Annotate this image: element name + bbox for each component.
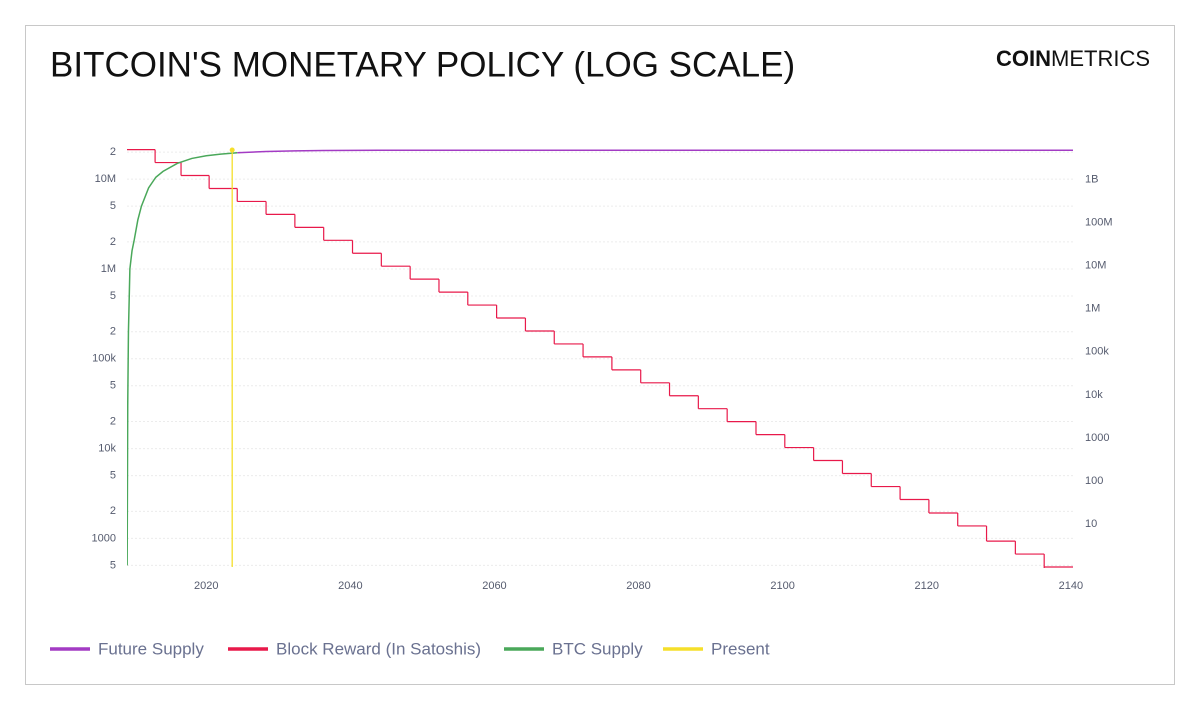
grid <box>127 151 1073 566</box>
y-tick-label: 5 <box>110 470 116 482</box>
y2-tick-label: 1000 <box>1085 432 1109 444</box>
y-tick-label: 100k <box>92 353 116 365</box>
y-tick-label: 1M <box>101 263 116 275</box>
y2-tick-label: 1B <box>1085 174 1098 186</box>
brand-bold: COIN <box>996 46 1051 71</box>
y-tick-label: 5 <box>110 200 116 212</box>
y2-tick-label: 10M <box>1085 260 1106 272</box>
labels: 5 1000 2 5 10k 2 5 100k 2 5 1M 2 5 10M 2 10 100 1000 10k 10… <box>50 146 1113 658</box>
x-tick-label: 2080 <box>626 580 650 592</box>
frame <box>25 25 1175 685</box>
y2-tick-label: 100M <box>1085 217 1113 229</box>
y2-tick-label: 100 <box>1085 475 1103 487</box>
y2-tick-label: 1M <box>1085 303 1100 315</box>
y-tick-label: 2 <box>110 146 116 158</box>
plot <box>127 147 1073 568</box>
x-tick-label: 2060 <box>482 580 506 592</box>
brand-light: METRICS <box>1051 46 1150 71</box>
y2-tick-label: 10k <box>1085 389 1103 401</box>
y2-tick-label: 100k <box>1085 346 1109 358</box>
y-tick-label: 10M <box>95 173 116 185</box>
y-tick-label: 2 <box>110 236 116 248</box>
y2-tick-label: 10 <box>1085 518 1097 530</box>
x-tick-label: 2100 <box>770 580 794 592</box>
y-tick-label: 5 <box>110 290 116 302</box>
series-line <box>127 151 238 566</box>
y-tick-label: 5 <box>110 559 116 571</box>
series-line <box>237 149 1073 154</box>
y-tick-label: 10k <box>98 442 116 454</box>
x-tick-label: 2120 <box>914 580 938 592</box>
x-tick-label: 2140 <box>1059 580 1083 592</box>
present-dot <box>229 147 235 153</box>
x-tick-label: 2040 <box>338 580 362 592</box>
brand: COINMETRICS <box>996 46 1150 71</box>
y-tick-label: 5 <box>110 380 116 392</box>
y-tick-label: 2 <box>110 505 116 517</box>
x-tick-label: 2020 <box>194 580 218 592</box>
y-tick-label: 2 <box>110 326 116 338</box>
chart-title: BITCOIN'S MONETARY POLICY (LOG SCALE) <box>50 45 795 84</box>
legend-label: Present <box>711 639 770 658</box>
y-tick-label: 2 <box>110 415 116 427</box>
legend-label: Block Reward (In Satoshis) <box>276 639 481 658</box>
y-tick-label: 1000 <box>92 532 116 544</box>
legend-label: Future Supply <box>98 639 204 658</box>
legend-label: BTC Supply <box>552 639 643 658</box>
